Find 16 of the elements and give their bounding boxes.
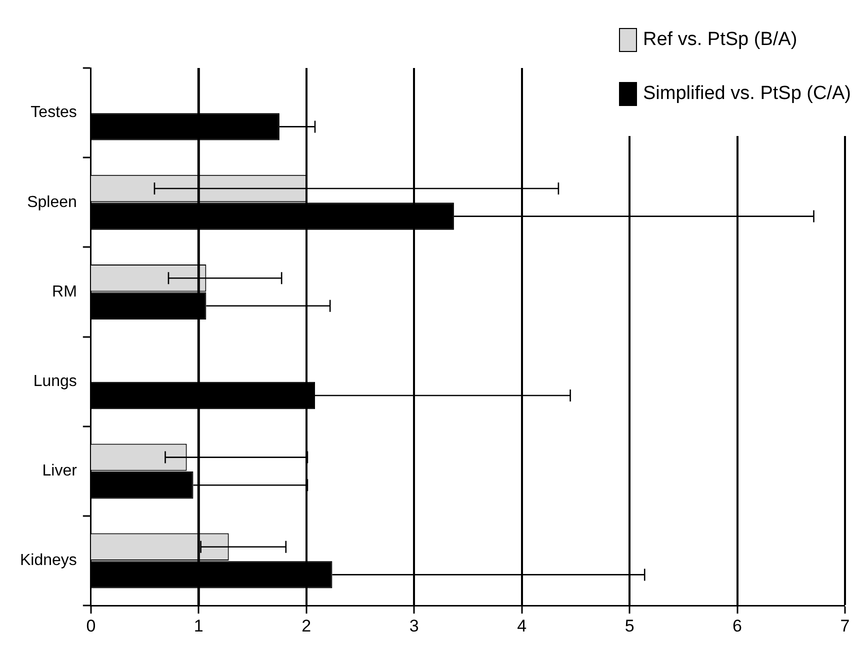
- legend-label: Simplified vs. PtSp (C/A): [643, 83, 851, 105]
- y-tick-label: Testes: [30, 104, 77, 122]
- y-tick-label: Spleen: [27, 194, 77, 211]
- x-tick-label: 7: [840, 616, 850, 636]
- x-tick-label: 6: [732, 616, 742, 636]
- x-tick-label: 5: [624, 616, 634, 636]
- x-tick-label: 3: [409, 616, 419, 636]
- legend-label: Ref vs. PtSp (B/A): [643, 29, 798, 51]
- y-tick-label: Liver: [42, 462, 78, 480]
- x-tick-label: 1: [194, 616, 204, 636]
- x-tick-label: 2: [302, 616, 312, 636]
- x-tick-label: 4: [517, 616, 527, 636]
- y-tick-label: Lungs: [33, 373, 77, 390]
- y-tick-label: Kidneys: [20, 552, 77, 570]
- x-tick-label: 0: [86, 616, 96, 636]
- y-tick-label: RM: [52, 283, 77, 300]
